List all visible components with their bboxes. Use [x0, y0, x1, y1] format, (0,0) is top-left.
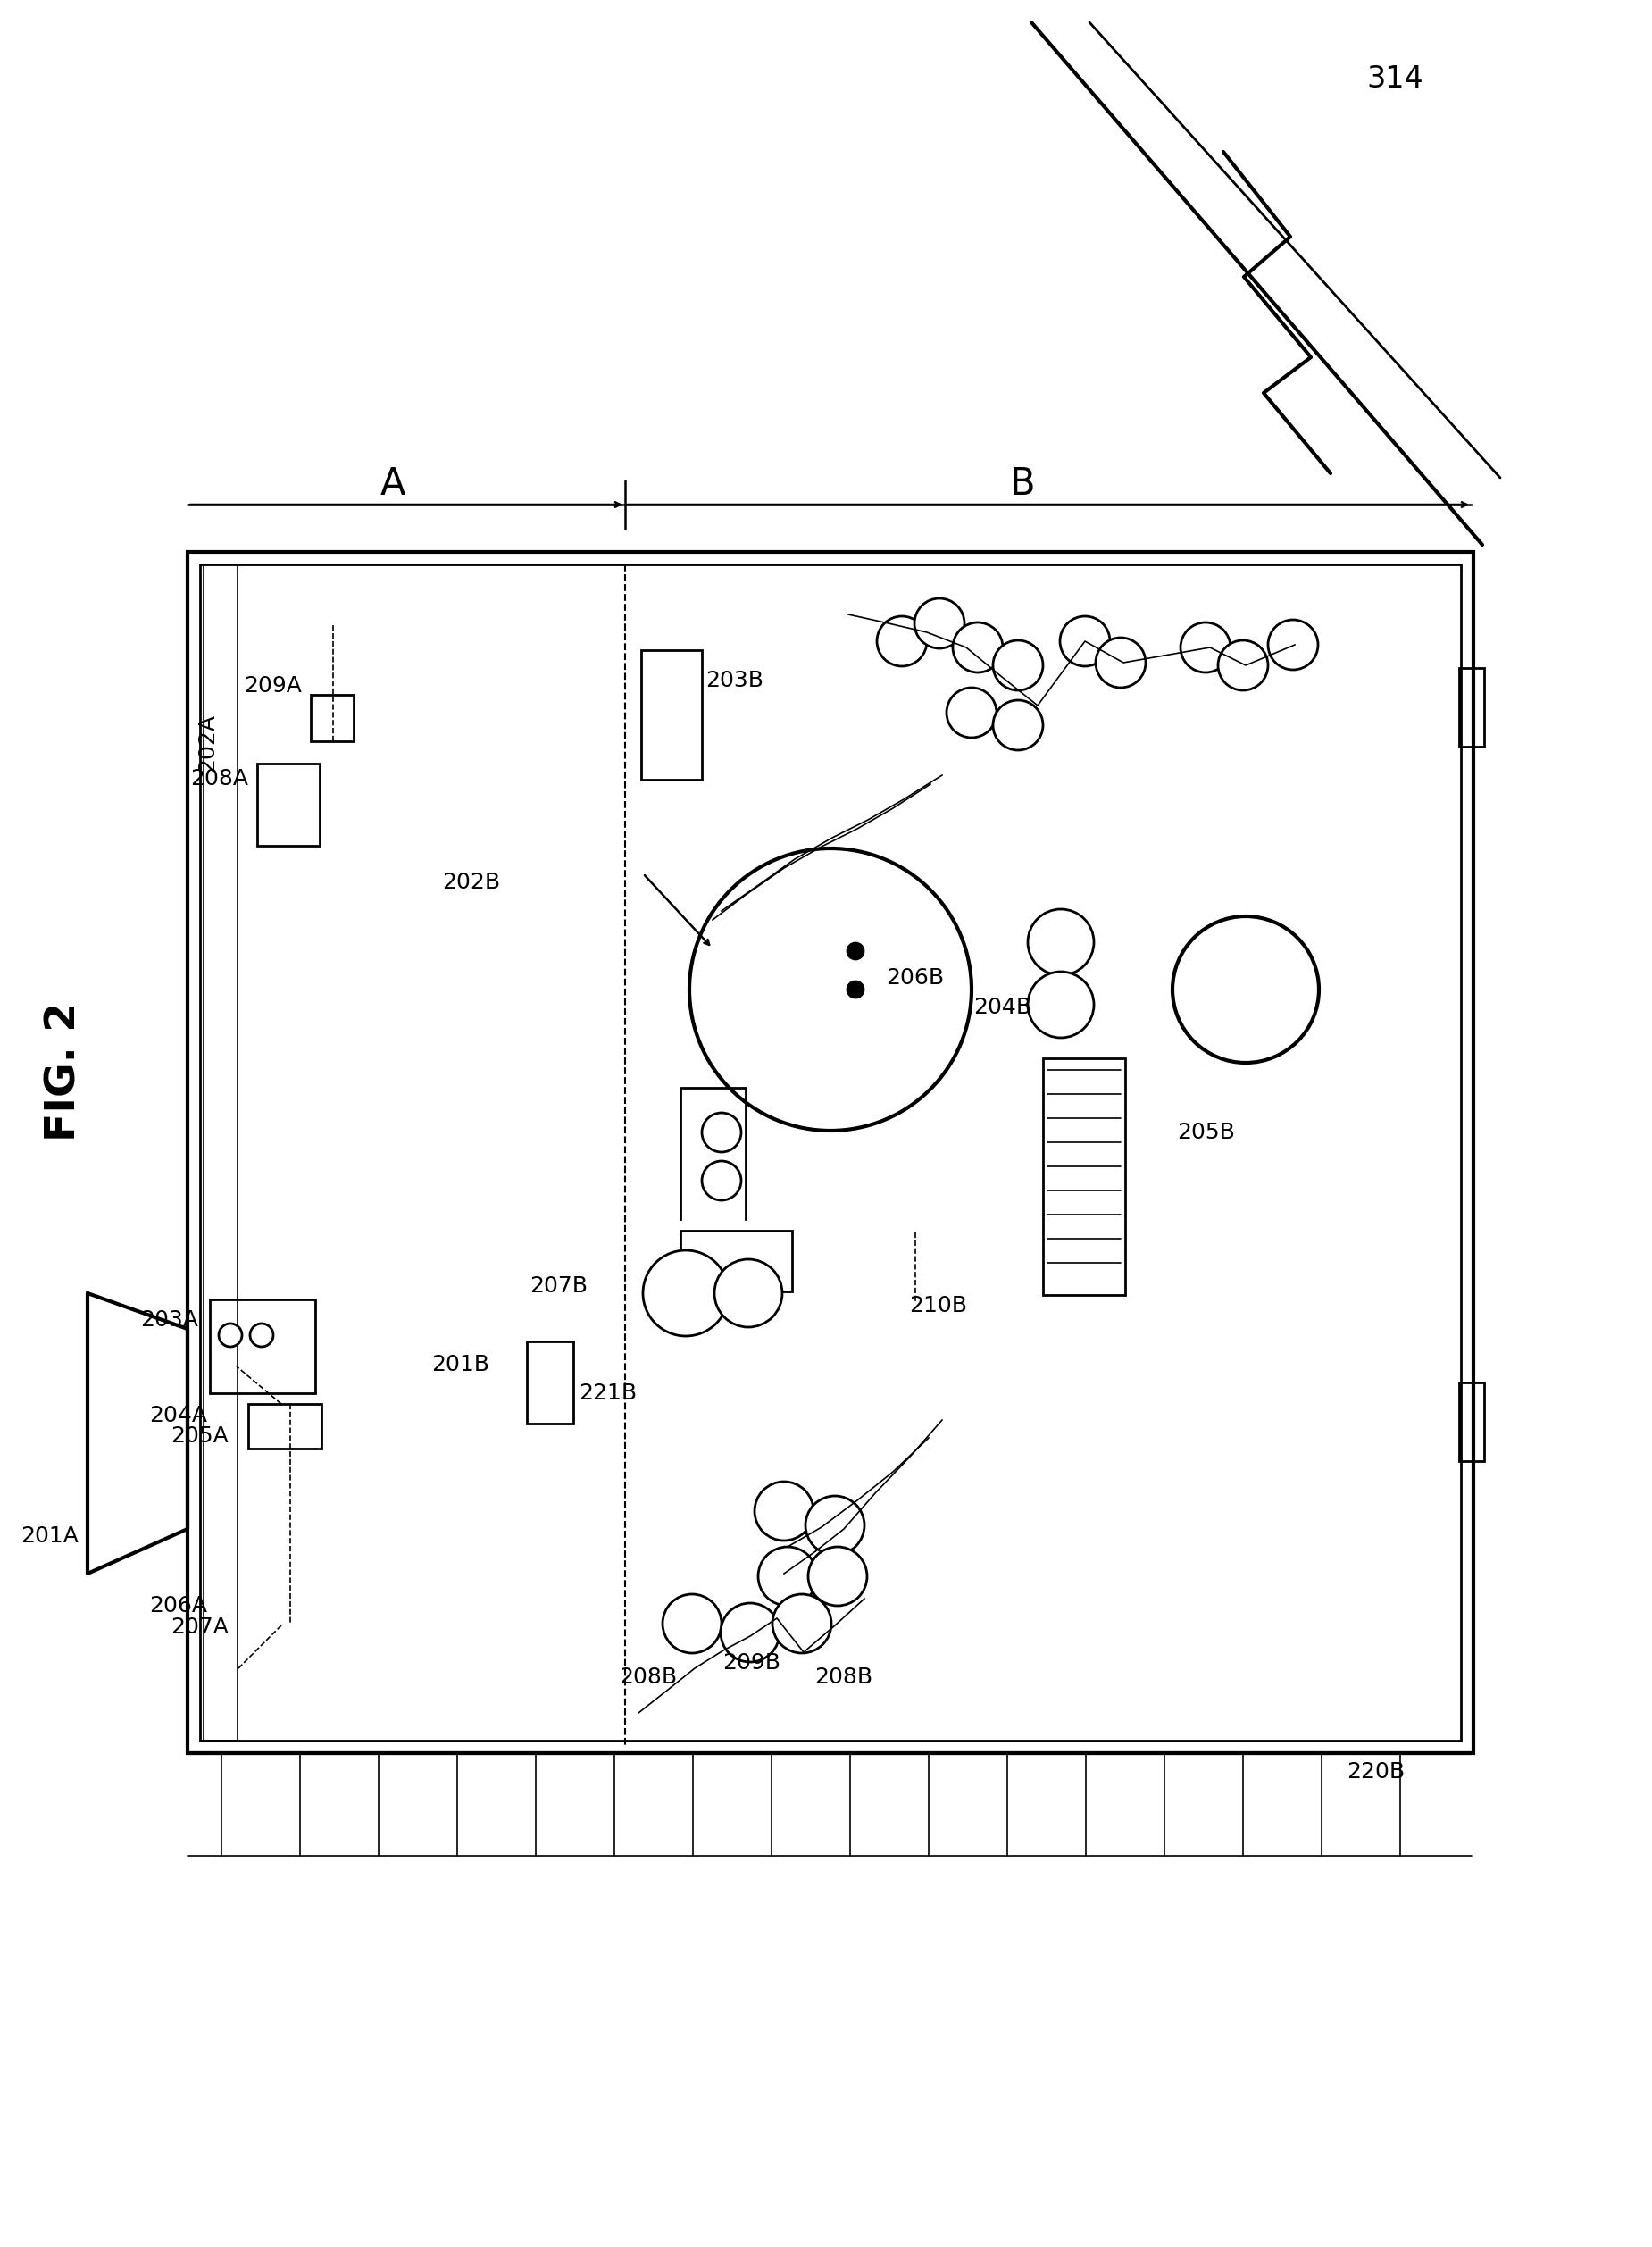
Text: 209A: 209A: [244, 674, 302, 697]
Bar: [1459, 1382, 1483, 1461]
Bar: [210, 1299, 316, 1393]
Bar: [248, 1404, 322, 1449]
Text: 208B: 208B: [620, 1667, 677, 1687]
Circle shape: [1173, 917, 1318, 1063]
Text: 203B: 203B: [705, 670, 763, 692]
Text: 204B: 204B: [973, 998, 1031, 1018]
Circle shape: [1028, 910, 1094, 975]
Circle shape: [877, 616, 927, 667]
Circle shape: [806, 1497, 864, 1555]
Text: A: A: [380, 465, 406, 503]
Text: B: B: [1009, 465, 1036, 503]
Text: 205A: 205A: [170, 1425, 228, 1447]
Circle shape: [218, 1323, 241, 1346]
Circle shape: [915, 598, 965, 649]
Circle shape: [808, 1546, 867, 1607]
Text: FIG. 2: FIG. 2: [45, 1002, 84, 1141]
Bar: [188, 553, 1474, 1753]
Circle shape: [689, 849, 971, 1130]
Bar: [203, 564, 238, 1741]
Text: 204A: 204A: [149, 1404, 206, 1427]
Text: 207B: 207B: [530, 1276, 588, 1297]
Circle shape: [755, 1481, 813, 1541]
Text: 207A: 207A: [170, 1616, 228, 1638]
Circle shape: [1061, 616, 1110, 667]
Circle shape: [714, 1258, 783, 1328]
Text: 221B: 221B: [578, 1382, 636, 1404]
Text: 201B: 201B: [431, 1355, 489, 1375]
Text: 209B: 209B: [724, 1652, 781, 1674]
Text: 208A: 208A: [190, 768, 248, 789]
Circle shape: [773, 1593, 831, 1654]
Circle shape: [702, 1162, 742, 1200]
Circle shape: [993, 640, 1042, 690]
Circle shape: [249, 1323, 273, 1346]
Circle shape: [758, 1546, 818, 1607]
Circle shape: [953, 622, 1003, 672]
Text: 206A: 206A: [149, 1595, 206, 1616]
Circle shape: [847, 982, 864, 998]
Circle shape: [643, 1249, 729, 1337]
Text: 206B: 206B: [885, 966, 943, 989]
Bar: [258, 764, 320, 845]
Text: 201A: 201A: [20, 1526, 79, 1546]
Bar: [1042, 1058, 1125, 1294]
Circle shape: [993, 701, 1042, 750]
Circle shape: [1181, 622, 1231, 672]
Text: 210B: 210B: [909, 1294, 966, 1317]
Text: 220B: 220B: [1346, 1762, 1404, 1782]
Bar: [681, 1231, 791, 1292]
Text: 203A: 203A: [140, 1310, 198, 1330]
Bar: [527, 1341, 573, 1425]
Circle shape: [1218, 640, 1269, 690]
Circle shape: [1028, 971, 1094, 1038]
Bar: [1459, 667, 1483, 746]
Text: 208B: 208B: [814, 1667, 872, 1687]
Text: 202B: 202B: [443, 872, 501, 892]
Circle shape: [1095, 638, 1146, 688]
Circle shape: [847, 944, 864, 959]
Text: 202A: 202A: [197, 715, 218, 773]
Bar: [641, 649, 702, 780]
Text: 314: 314: [1366, 63, 1422, 94]
Circle shape: [702, 1112, 742, 1153]
Circle shape: [1269, 620, 1318, 670]
Circle shape: [720, 1602, 780, 1663]
Bar: [311, 694, 354, 742]
Text: 205B: 205B: [1176, 1121, 1236, 1144]
Bar: [200, 564, 1460, 1741]
Circle shape: [662, 1593, 722, 1654]
Circle shape: [947, 688, 996, 737]
